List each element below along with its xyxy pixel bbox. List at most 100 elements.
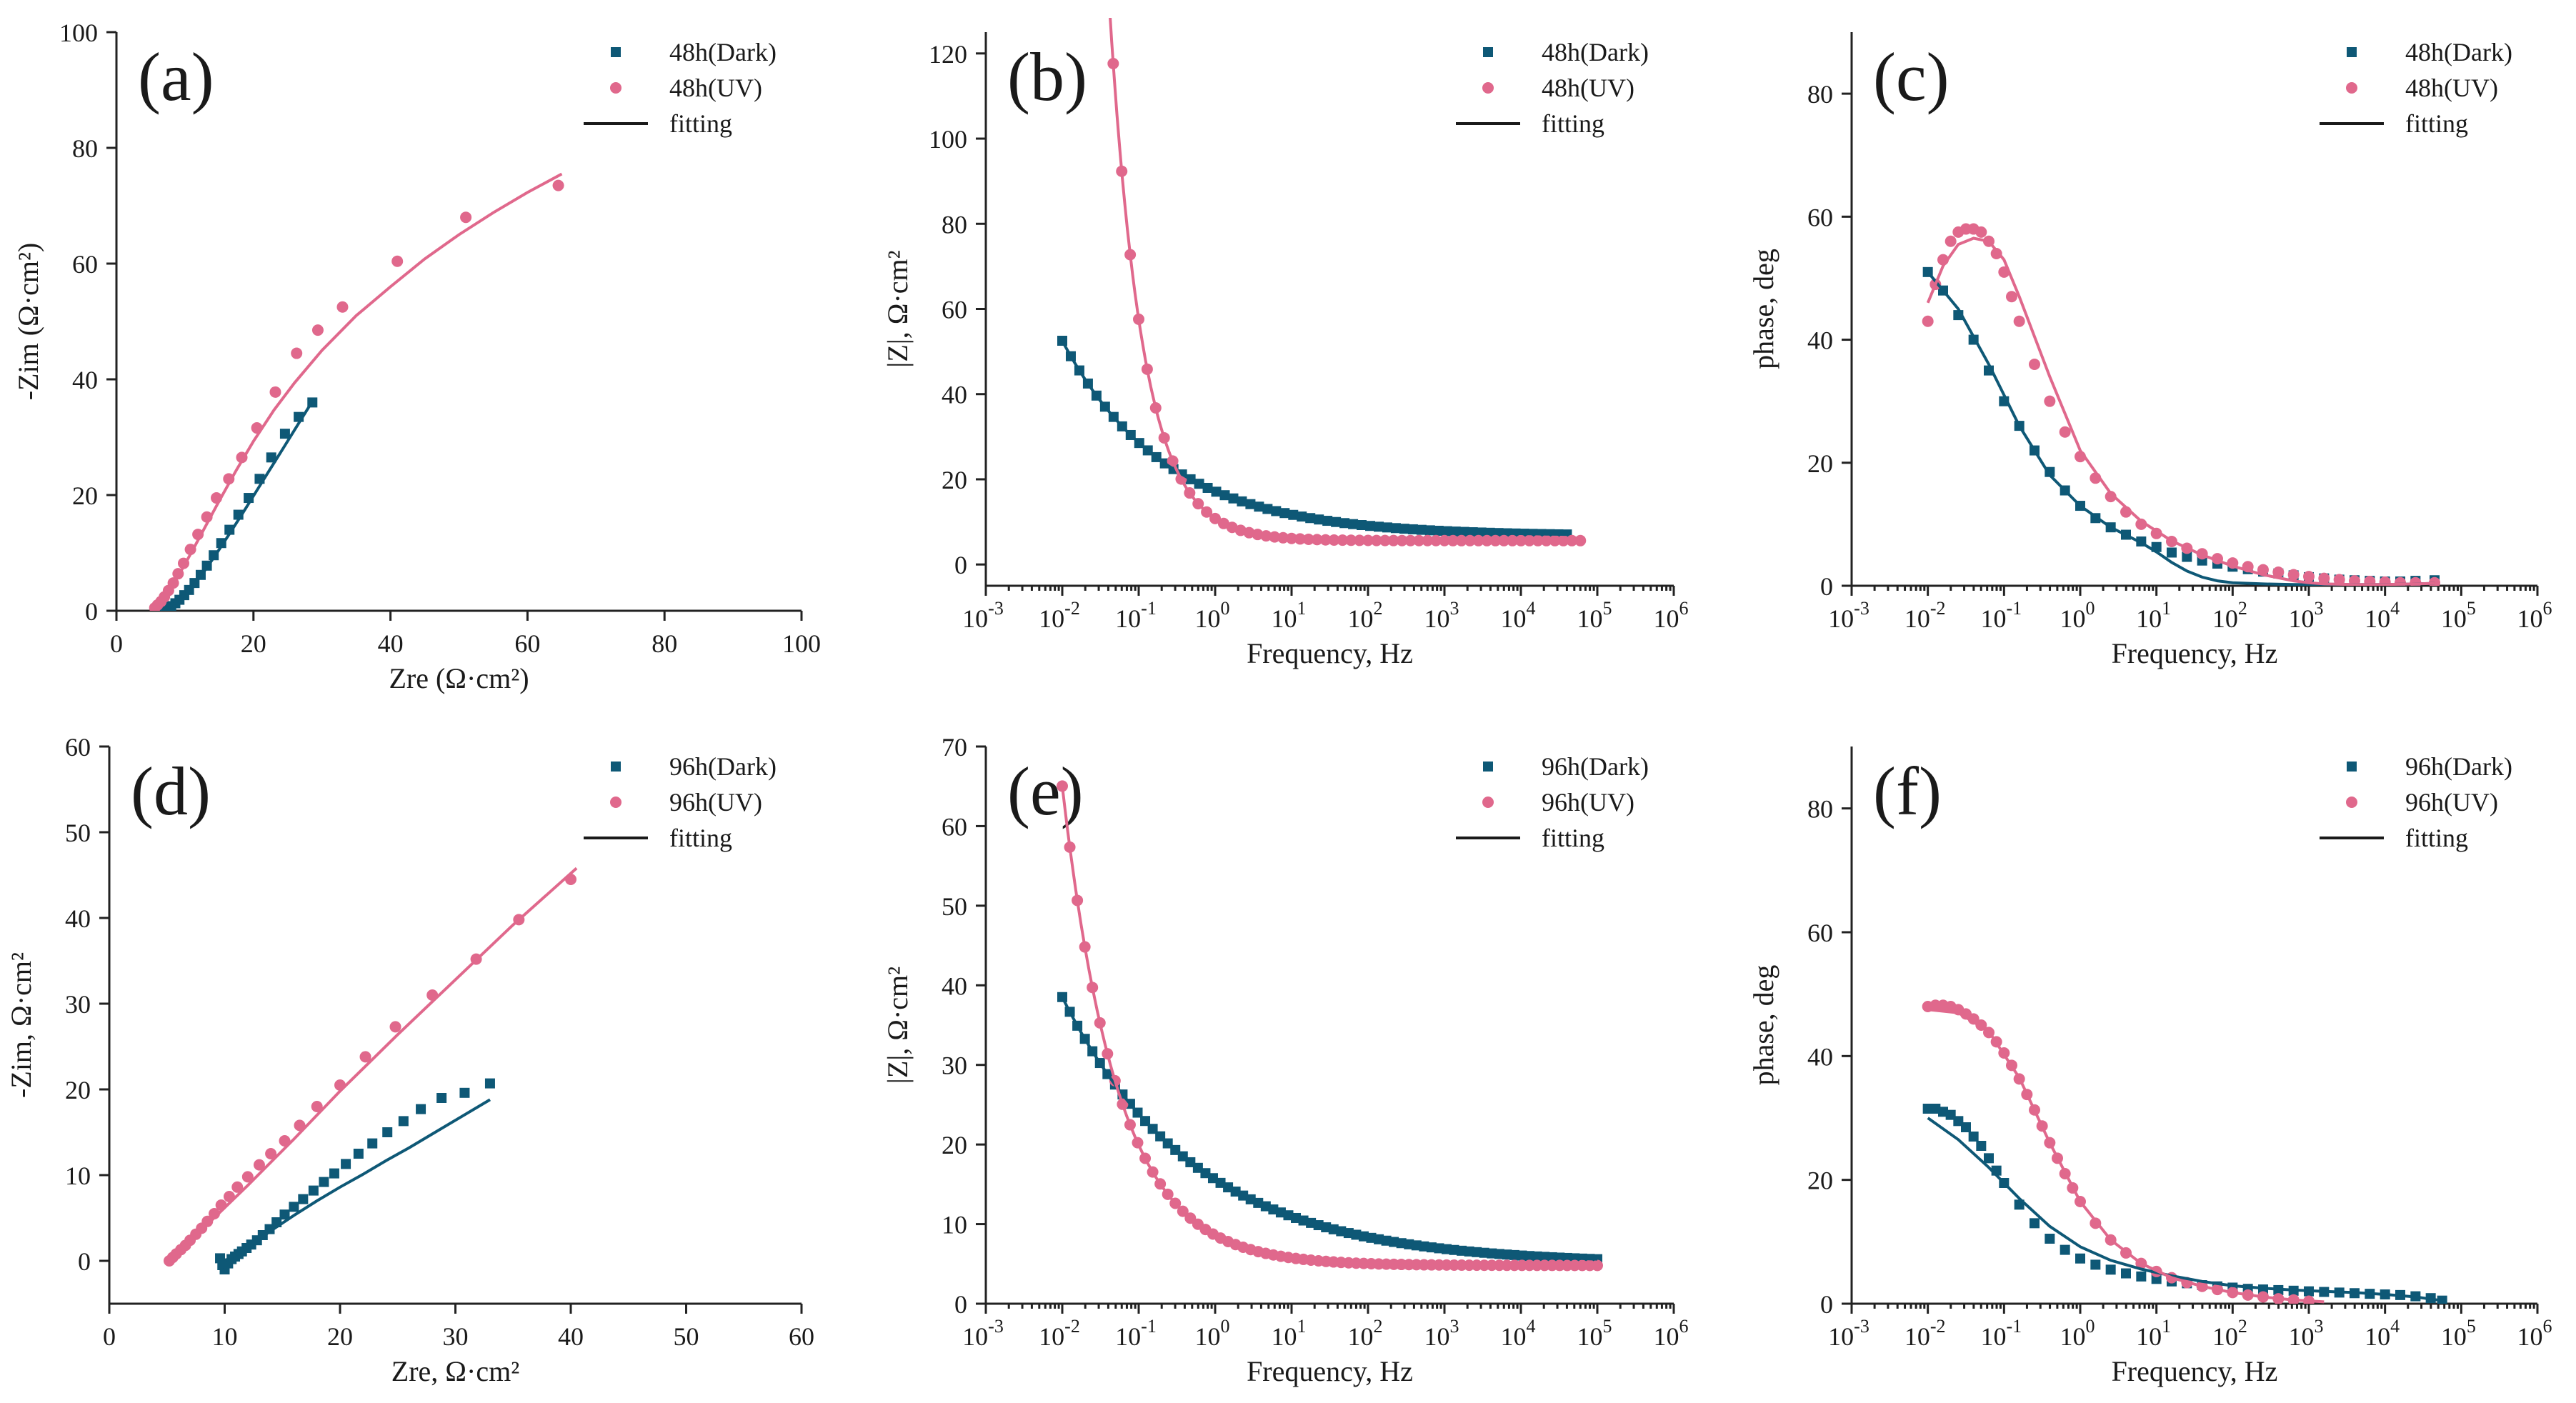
legend-label: 96h(UV): [1542, 788, 1634, 817]
x-tick-label: 10-3: [1828, 598, 1869, 633]
series-48h(Dark): [1922, 266, 2440, 586]
data-point: [367, 1138, 378, 1149]
series-96h(Dark): [1057, 992, 1602, 1264]
legend-label: fitting: [2405, 109, 2468, 138]
y-tick-label: 60: [1807, 203, 1833, 231]
legend-circle-swatch: [610, 82, 621, 94]
fit-line: [1927, 1117, 2442, 1302]
legend-label: fitting: [669, 824, 732, 852]
data-point: [1945, 1109, 1956, 1120]
y-axis-label: |Z|, Ω·cm²: [882, 250, 914, 367]
y-tick-label: 80: [1807, 795, 1833, 824]
data-point: [382, 1127, 393, 1137]
data-point: [2044, 395, 2056, 407]
panel-letter: (b): [1007, 39, 1087, 115]
x-tick-label: 10-1: [1980, 1316, 2022, 1351]
x-tick-label: 100: [2060, 1316, 2095, 1351]
plot-area: [163, 867, 578, 1274]
x-tick-label: 106: [2517, 1316, 2552, 1351]
x-tick-label: 104: [2365, 598, 2400, 633]
legend-square-swatch: [611, 47, 621, 57]
y-tick-label: 0: [954, 1290, 967, 1319]
data-point: [2090, 1259, 2101, 1270]
data-point: [436, 1093, 447, 1103]
legend-square-swatch: [1483, 762, 1493, 772]
data-point: [279, 429, 290, 439]
data-point: [391, 255, 404, 267]
y-axis-label: -Zim, Ω·cm²: [5, 952, 37, 1098]
y-tick-label: 0: [78, 1247, 91, 1276]
data-point: [1953, 1116, 1964, 1127]
data-point: [484, 1078, 495, 1089]
data-point: [289, 1202, 299, 1212]
data-point: [1930, 1104, 1941, 1114]
legend-label: 96h(Dark): [2405, 752, 2512, 781]
data-point: [2287, 569, 2300, 581]
x-tick-label: 103: [1424, 1316, 1459, 1351]
data-point: [311, 324, 324, 336]
panel-b: 10-3 10-2 10-1 100 101 102 103 104 105 106 0 20 40 60…: [882, 18, 1689, 669]
x-tick-label: 102: [2212, 1316, 2247, 1351]
data-point: [2059, 426, 2071, 438]
data-point: [1975, 226, 1987, 238]
x-axis-label: Zre (Ω·cm²): [389, 662, 529, 694]
y-tick-label: 40: [72, 366, 98, 394]
data-point: [2060, 1244, 2070, 1255]
x-axis-label: Zre, Ω·cm²: [391, 1355, 519, 1387]
x-tick-label: 104: [1501, 1316, 1536, 1351]
x-tick-label: 103: [2289, 1316, 2324, 1351]
data-point: [389, 1021, 401, 1033]
panel-a: 0 20 40 60 80 100 0 20 40 60 80 100 Zre (Ω·cm²) -Zim …: [12, 19, 821, 694]
y-tick-label: 20: [1807, 449, 1833, 478]
fit-line: [1061, 786, 1597, 1267]
legend-label: 96h(Dark): [1542, 752, 1649, 781]
y-tick-label: 60: [1807, 919, 1833, 947]
y-tick-label: 10: [942, 1211, 967, 1239]
data-point: [2136, 1271, 2147, 1282]
x-tick-label: 100: [1195, 598, 1230, 633]
data-point: [552, 179, 564, 191]
x-tick-label: 10-2: [1904, 1316, 1946, 1351]
y-tick-label: 40: [942, 381, 967, 409]
y-axis-label: |Z|, Ω·cm²: [882, 967, 914, 1084]
y-tick-label: 50: [65, 819, 91, 847]
x-axis-label: Frequency, Hz: [2112, 637, 2278, 669]
x-axis-label: Frequency, Hz: [1247, 1355, 1413, 1387]
legend: 48h(Dark) 48h(UV) fitting: [584, 38, 777, 138]
x-tick-label: 102: [1348, 598, 1383, 633]
x-tick-label: 60: [789, 1322, 814, 1351]
data-point: [266, 452, 276, 463]
y-tick-label: 80: [72, 134, 98, 163]
data-point: [336, 301, 349, 313]
legend-label: 96h(UV): [2405, 788, 2498, 817]
x-tick-label: 100: [782, 629, 821, 658]
x-tick-label: 106: [1654, 1316, 1689, 1351]
legend-circle-swatch: [2346, 797, 2357, 808]
y-tick-label: 20: [942, 466, 967, 494]
data-point: [1922, 1104, 1933, 1114]
x-tick-label: 102: [2212, 598, 2247, 633]
x-tick-label: 10-2: [1039, 598, 1080, 633]
y-axis-label: phase, deg: [1747, 249, 1779, 369]
y-tick-label: 40: [1807, 1042, 1833, 1071]
fit-line: [1109, 18, 1581, 542]
data-point: [2006, 291, 2017, 303]
legend-square-swatch: [2347, 47, 2357, 57]
legend: 96h(Dark) 96h(UV) fitting: [2320, 752, 2512, 852]
y-tick-label: 120: [929, 40, 967, 69]
x-tick-label: 10-1: [1980, 598, 2022, 633]
legend-label: fitting: [1542, 824, 1604, 852]
data-point: [1938, 1107, 1948, 1117]
data-point: [269, 386, 281, 398]
panel-c: 10-3 10-2 10-1 100 101 102 103 104 105 106 0 20 40 60…: [1747, 32, 2552, 669]
data-point: [2075, 1253, 2085, 1264]
legend-label: 96h(UV): [669, 788, 762, 817]
legend: 48h(Dark) 48h(UV) fitting: [1456, 38, 1649, 138]
legend: 96h(Dark) 96h(UV) fitting: [584, 752, 777, 852]
y-axis-label: -Zim (Ω·cm²): [12, 243, 44, 401]
legend-label: 48h(Dark): [2405, 38, 2512, 66]
fit-line: [224, 1098, 491, 1262]
legend: 96h(Dark) 96h(UV) fitting: [1456, 752, 1649, 852]
y-tick-label: 20: [1807, 1167, 1833, 1195]
